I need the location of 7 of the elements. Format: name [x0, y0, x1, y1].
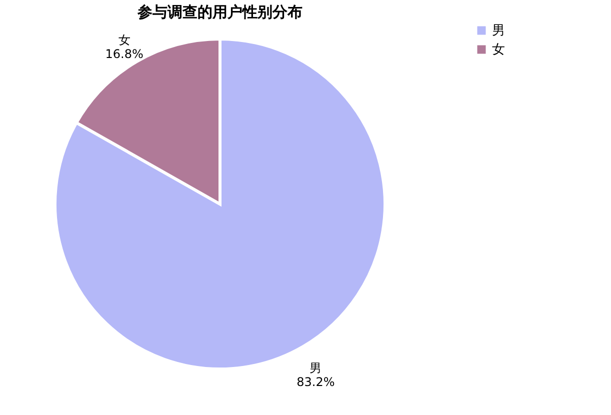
data-label: 83.2% [296, 375, 335, 390]
legend-label: 男 [492, 22, 505, 38]
slice-label: 女 [118, 32, 130, 47]
data-label: 16.8% [105, 46, 144, 61]
slice-label: 男 [310, 361, 322, 376]
legend-label: 女 [492, 42, 505, 56]
chart-title: 参与调查的用户性别分布 [136, 3, 302, 21]
